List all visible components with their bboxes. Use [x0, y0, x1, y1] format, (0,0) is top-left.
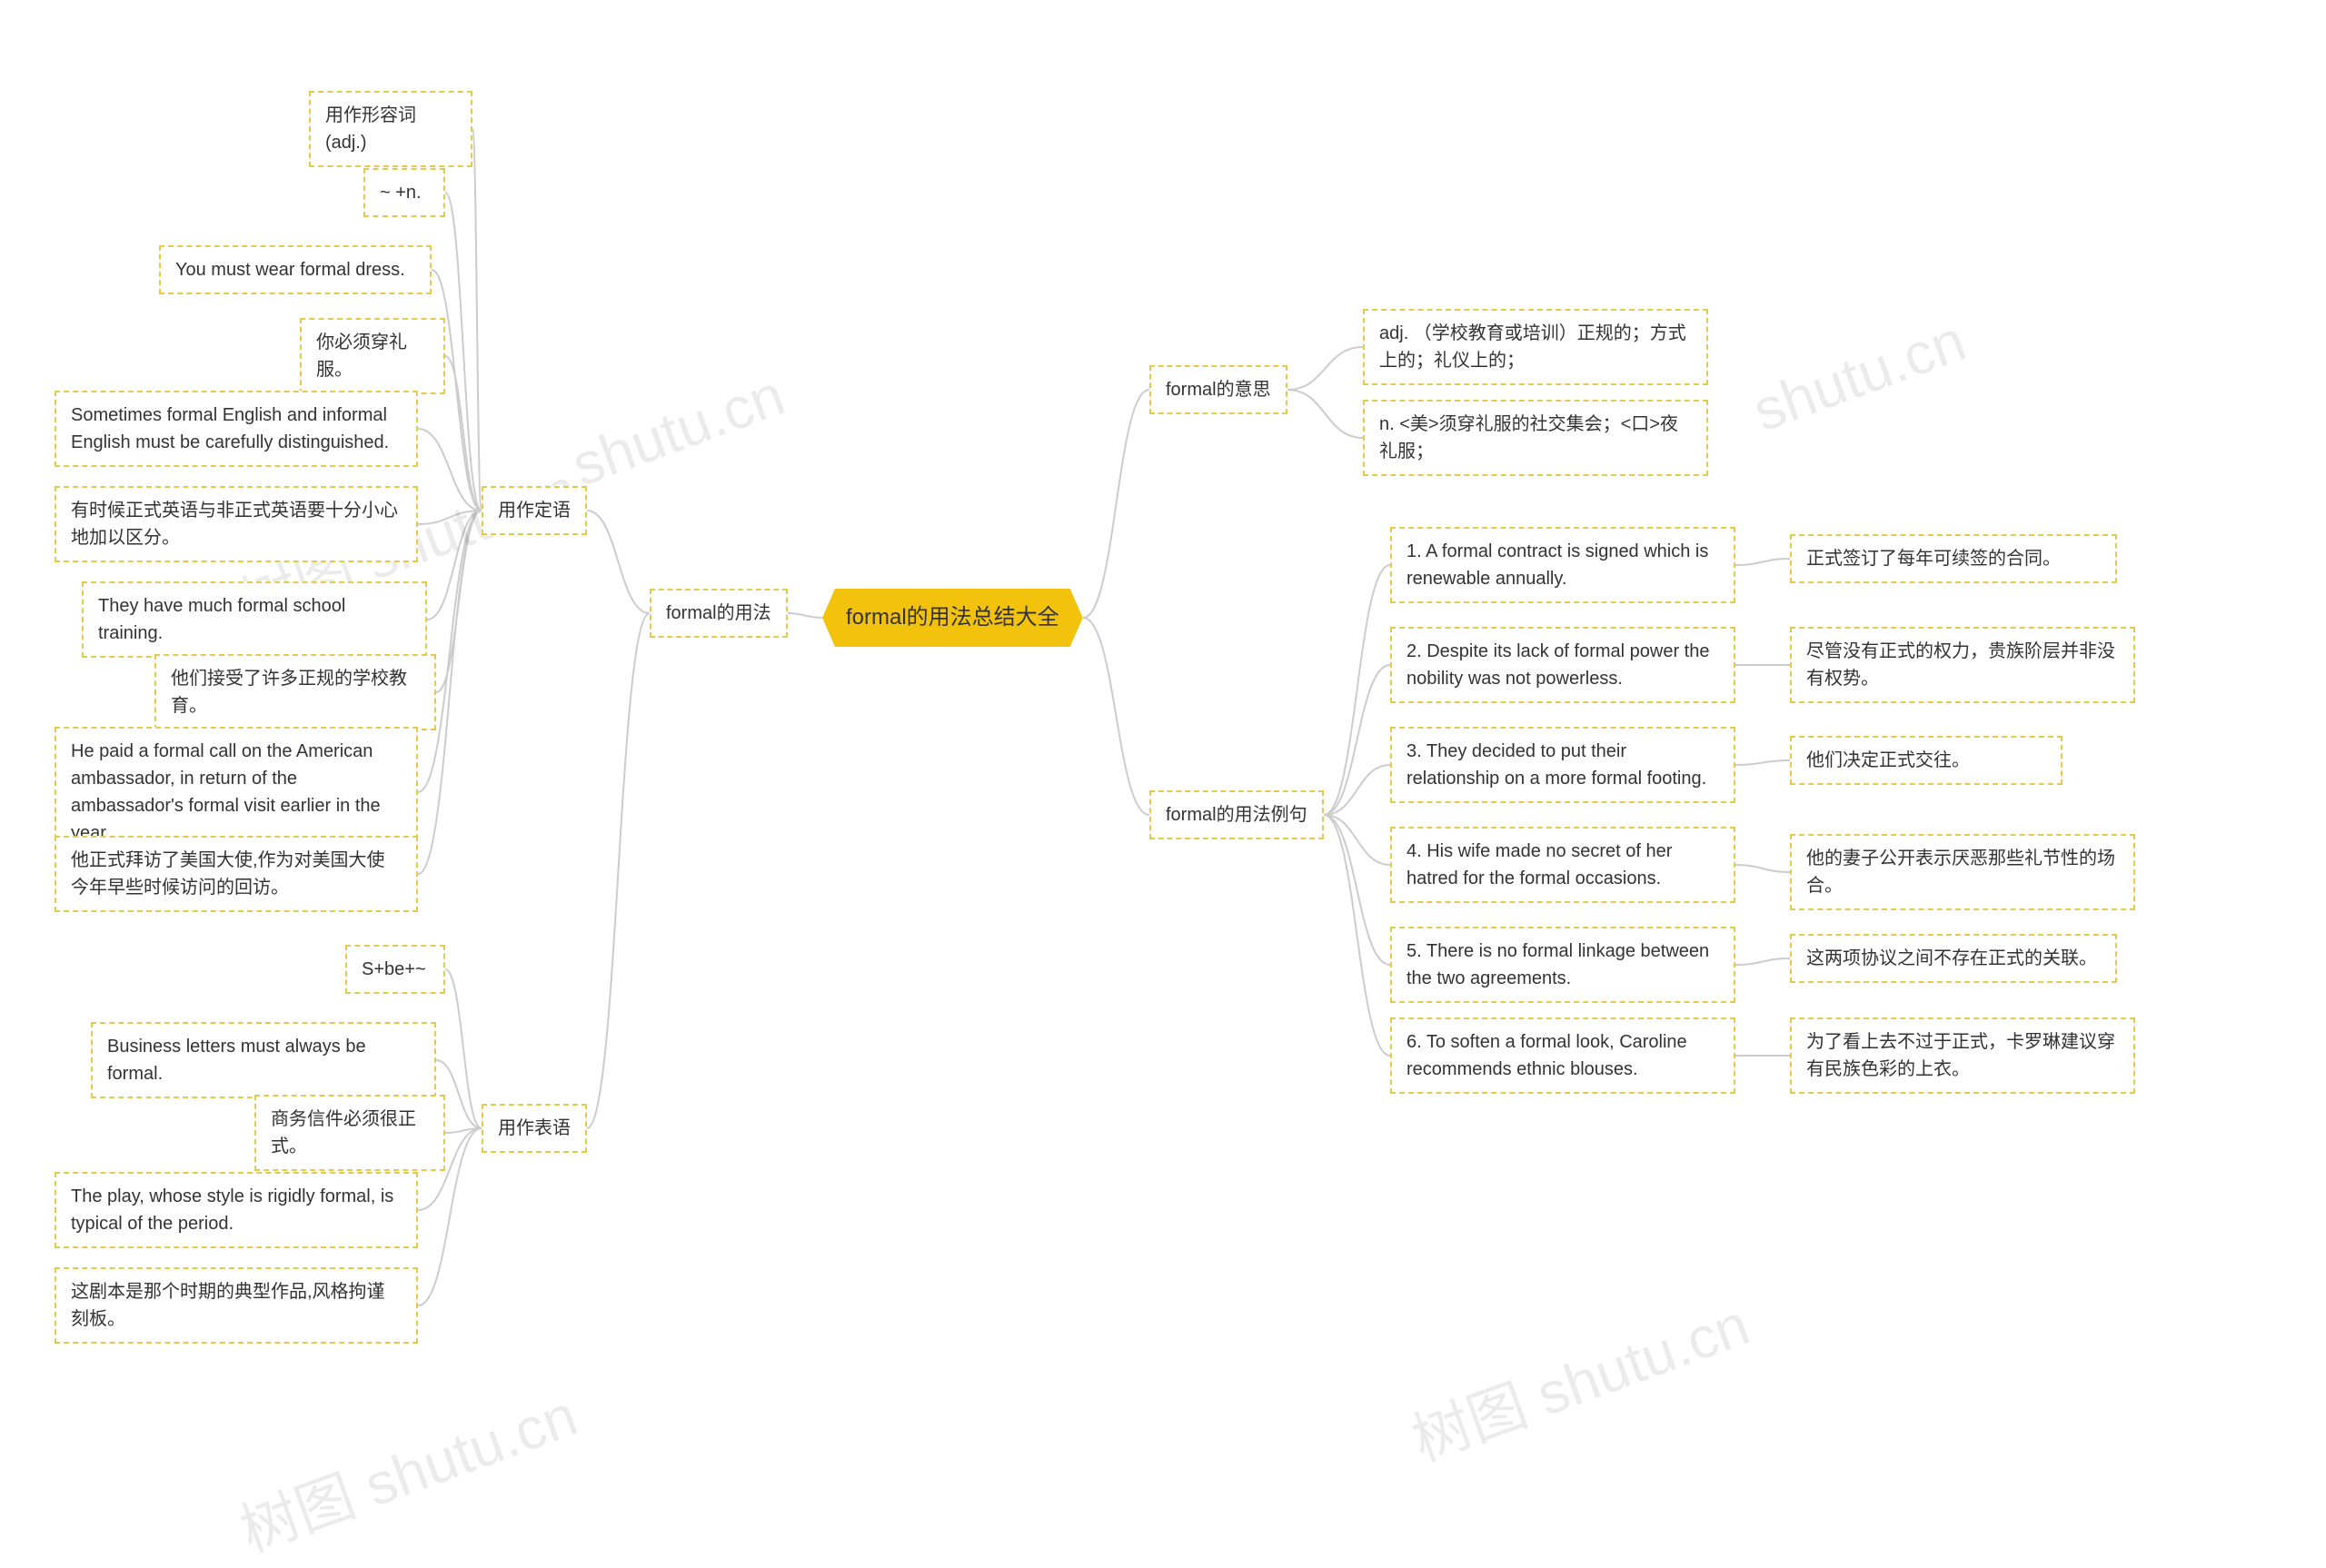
- leaf-l1-3: The play, whose style is rigidly formal,…: [55, 1172, 418, 1248]
- leaf-r1-3-trans: 他的妻子公开表示厌恶那些礼节性的场合。: [1790, 834, 2135, 910]
- leaf-r1-2: 3. They decided to put their relationshi…: [1390, 727, 1735, 803]
- leaf-l0-1: ~ +n.: [363, 168, 445, 217]
- leaf-l0-7: 他们接受了许多正规的学校教育。: [154, 654, 436, 730]
- watermark: 树图 shutu.cn: [227, 1369, 587, 1568]
- leaf-r1-1: 2. Despite its lack of formal power the …: [1390, 627, 1735, 703]
- leaf-r0-0: adj. （学校教育或培训）正规的；方式上的；礼仪上的；: [1363, 309, 1708, 385]
- watermark: shutu.cn: [563, 361, 793, 499]
- leaf-r1-0: 1. A formal contract is signed which is …: [1390, 527, 1735, 603]
- leaf-l0-0: 用作形容词(adj.): [309, 91, 472, 167]
- leaf-l1-0: S+be+~: [345, 945, 445, 994]
- leaf-r1-3: 4. His wife made no secret of her hatred…: [1390, 827, 1735, 903]
- leaf-r1-5-trans: 为了看上去不过于正式，卡罗琳建议穿有民族色彩的上衣。: [1790, 1017, 2135, 1094]
- leaf-l0-4: Sometimes formal English and informal En…: [55, 391, 418, 467]
- branch-right-0: formal的意思: [1149, 365, 1287, 414]
- root-node: formal的用法总结大全: [822, 589, 1083, 647]
- branch-left-1: 用作表语: [482, 1104, 587, 1153]
- leaf-l0-5: 有时候正式英语与非正式英语要十分小心地加以区分。: [55, 486, 418, 562]
- watermark: shutu.cn: [1744, 306, 1974, 444]
- leaf-l0-2: You must wear formal dress.: [159, 245, 432, 294]
- leaf-l0-9: 他正式拜访了美国大使,作为对美国大使今年早些时候访问的回访。: [55, 836, 418, 912]
- leaf-r1-1-trans: 尽管没有正式的权力，贵族阶层并非没有权势。: [1790, 627, 2135, 703]
- leaf-l1-1: Business letters must always be formal.: [91, 1022, 436, 1098]
- leaf-r0-1: n. <美>须穿礼服的社交集会；<口>夜礼服；: [1363, 400, 1708, 476]
- leaf-l1-2: 商务信件必须很正式。: [254, 1095, 445, 1171]
- leaf-r1-0-trans: 正式签订了每年可续签的合同。: [1790, 534, 2117, 583]
- leaf-r1-5: 6. To soften a formal look, Caroline rec…: [1390, 1017, 1735, 1094]
- leaf-l0-3: 你必须穿礼服。: [300, 318, 445, 394]
- leaf-r1-4-trans: 这两项协议之间不存在正式的关联。: [1790, 934, 2117, 983]
- leaf-l1-4: 这剧本是那个时期的典型作品,风格拘谨刻板。: [55, 1267, 418, 1344]
- branch-right-1: formal的用法例句: [1149, 790, 1324, 839]
- leaf-r1-4: 5. There is no formal linkage between th…: [1390, 927, 1735, 1003]
- watermark: 树图 shutu.cn: [1399, 1278, 1759, 1477]
- leaf-r1-2-trans: 他们决定正式交往。: [1790, 736, 2063, 785]
- branch-left: formal的用法: [650, 589, 788, 638]
- leaf-l0-6: They have much formal school training.: [82, 581, 427, 658]
- branch-left-0: 用作定语: [482, 486, 587, 535]
